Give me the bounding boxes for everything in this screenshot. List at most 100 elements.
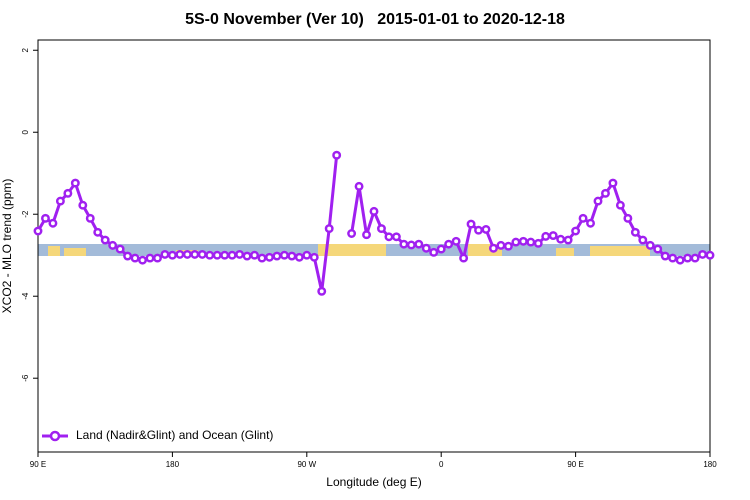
point: [302, 250, 312, 260]
point: [48, 218, 58, 228]
point: [645, 240, 655, 250]
point: [108, 240, 118, 250]
point: [593, 196, 603, 206]
point: [698, 249, 707, 259]
point: [123, 251, 133, 261]
point: [324, 224, 334, 234]
point: [675, 255, 685, 265]
point: [571, 226, 581, 236]
point: [369, 206, 379, 216]
point: [294, 252, 304, 262]
point: [451, 236, 461, 246]
y-tick-label: -6: [21, 374, 30, 382]
y-tick-label: 2: [21, 47, 30, 52]
point: [70, 178, 80, 188]
x-tick-label: 90 E: [30, 460, 46, 469]
point: [130, 253, 140, 263]
point: [615, 200, 625, 210]
land-patch: [590, 246, 650, 256]
point: [608, 178, 618, 188]
point: [518, 236, 528, 246]
point: [563, 235, 573, 245]
y-tick-label: 0: [21, 129, 30, 134]
point: [556, 234, 566, 244]
point: [78, 200, 88, 210]
point: [414, 239, 424, 249]
point: [630, 227, 640, 237]
series-line: [36, 155, 711, 293]
point: [145, 253, 155, 263]
point: [496, 240, 506, 250]
land-patch: [556, 248, 574, 256]
point: [526, 237, 536, 247]
point: [309, 252, 319, 262]
land-patch: [48, 246, 60, 256]
point: [153, 253, 162, 263]
point: [100, 235, 110, 245]
point: [242, 251, 252, 261]
point: [384, 232, 394, 242]
point: [354, 181, 364, 191]
point: [212, 250, 222, 260]
point: [257, 253, 267, 263]
point: [175, 249, 185, 259]
plot-frame: [37, 39, 711, 453]
point: [138, 255, 147, 265]
land-patch: [318, 244, 386, 256]
point: [167, 250, 177, 260]
y-axis-label: XCO2 - MLO trend (ppm): [0, 179, 14, 314]
y-tick-label: -4: [21, 292, 30, 300]
point: [41, 213, 50, 223]
point: [399, 239, 409, 249]
point: [182, 249, 192, 259]
point: [85, 213, 95, 223]
land-patch: [64, 248, 86, 256]
land-ocean-band: [38, 244, 710, 256]
point: [347, 229, 357, 238]
point: [190, 249, 200, 259]
legend-marker: [49, 430, 61, 442]
point: [279, 250, 289, 260]
point: [377, 224, 386, 234]
point: [362, 230, 371, 240]
point: [653, 244, 663, 254]
point: [459, 253, 469, 263]
point: [578, 213, 588, 223]
point: [287, 251, 297, 261]
point: [197, 249, 207, 259]
point: [391, 232, 401, 242]
point: [683, 253, 693, 263]
point: [481, 224, 491, 234]
point: [660, 251, 670, 261]
chart-title: 5S-0 November (Ver 10) 2015-01-01 to 202…: [185, 11, 565, 28]
point: [466, 219, 476, 229]
point: [503, 241, 513, 251]
point: [205, 250, 215, 260]
point: [586, 218, 595, 228]
y-tick-label: -2: [21, 210, 30, 218]
point: [272, 251, 282, 261]
point: [623, 213, 633, 223]
point: [63, 188, 73, 198]
point: [160, 249, 170, 259]
point: [474, 225, 483, 235]
point: [533, 238, 543, 248]
point: [601, 188, 610, 198]
point: [541, 231, 551, 241]
x-tick-label: 0: [439, 460, 444, 469]
point: [317, 286, 327, 296]
point: [227, 250, 237, 260]
point: [668, 253, 678, 263]
x-tick-label: 180: [703, 460, 717, 469]
point: [489, 243, 498, 253]
point: [429, 247, 439, 257]
x-tick-label: 90 W: [297, 460, 316, 469]
point: [33, 226, 43, 236]
point: [638, 235, 648, 245]
point: [406, 240, 416, 250]
point: [548, 231, 558, 240]
point: [115, 244, 125, 254]
point: [705, 250, 715, 260]
point: [444, 239, 454, 249]
point: [235, 249, 245, 259]
